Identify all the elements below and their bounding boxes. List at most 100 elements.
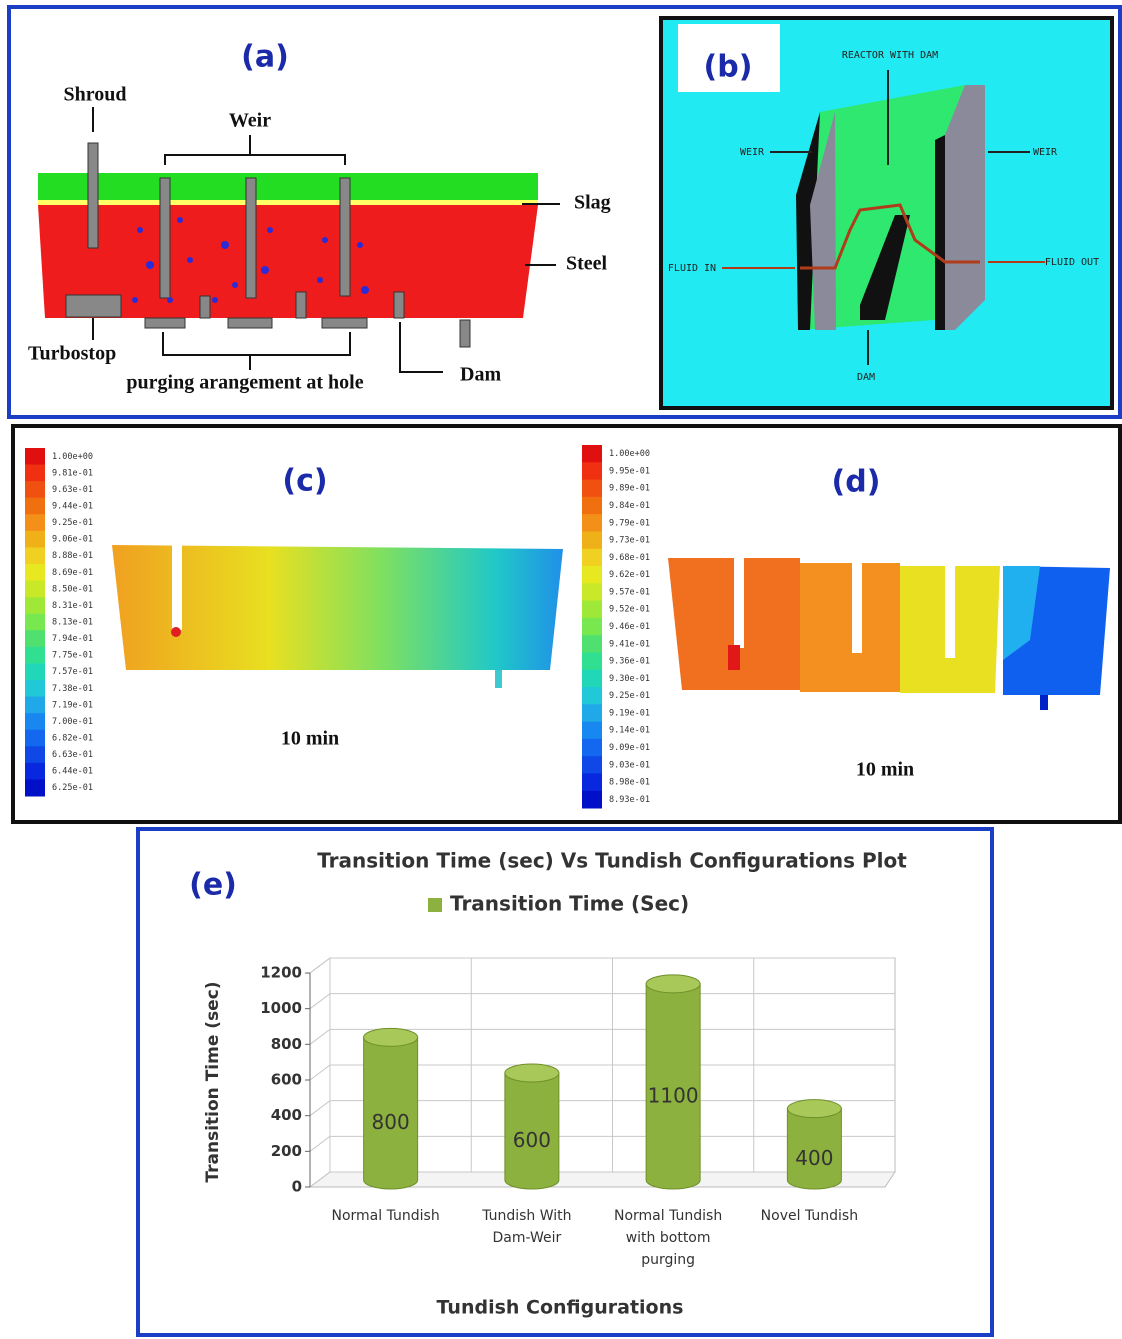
colorbar-label: 9.79e-01 xyxy=(609,518,650,528)
colorbar-swatch xyxy=(25,481,45,498)
colorbar-swatch xyxy=(25,498,45,515)
colorbar-label: 9.89e-01 xyxy=(609,484,650,494)
colorbar-swatch xyxy=(25,630,45,647)
colorbar-label: 9.68e-01 xyxy=(609,553,650,563)
label: FLUID IN xyxy=(668,263,716,274)
colorbar-label: 6.63e-01 xyxy=(52,750,93,760)
colorbar-label: 8.69e-01 xyxy=(52,568,93,578)
hot-spot xyxy=(171,627,181,637)
colorbar-swatch xyxy=(25,448,45,465)
data-label: 1100 xyxy=(648,1083,699,1107)
colorbar-label: 9.14e-01 xyxy=(609,726,650,736)
panel-label: (a) xyxy=(241,40,289,75)
colorbar-label: 6.25e-01 xyxy=(52,783,93,793)
label: REACTOR WITH DAM xyxy=(842,50,938,61)
bar-top xyxy=(505,1064,559,1082)
time-label: 10 min xyxy=(856,759,914,781)
label: DAM xyxy=(857,372,875,383)
colorbar-label: 6.44e-01 xyxy=(52,767,93,777)
colorbar-swatch xyxy=(582,480,602,498)
figure: (a) Shroud Weir Slag Steel Turbostop pur… xyxy=(0,0,1122,1339)
panel-label: (b) xyxy=(704,50,753,85)
weir xyxy=(246,178,256,298)
x-tick-label: Tundish With Dam-Weir xyxy=(467,1205,587,1249)
colorbar-label: 8.88e-01 xyxy=(52,551,93,561)
colorbar-label: 9.03e-01 xyxy=(609,760,650,770)
colorbar-swatch xyxy=(582,773,602,791)
colorbar-swatch xyxy=(582,531,602,549)
colorbar-swatch xyxy=(25,564,45,581)
colorbar-swatch xyxy=(25,779,45,796)
colorbar-swatch xyxy=(582,601,602,619)
colorbar-label: 9.95e-01 xyxy=(609,466,650,476)
y-tick-label: 1200 xyxy=(260,964,302,982)
colorbar-swatch xyxy=(25,581,45,598)
colorbar-swatch xyxy=(25,514,45,531)
dam xyxy=(296,292,306,318)
purging-plug xyxy=(145,318,185,328)
y-tick-label: 200 xyxy=(271,1142,302,1160)
x-tick-label: Novel Tundish xyxy=(749,1205,869,1227)
colorbar-swatch xyxy=(582,514,602,532)
colorbar-swatch xyxy=(582,670,602,688)
y-tick-label: 800 xyxy=(271,1035,302,1053)
colorbar-label: 7.19e-01 xyxy=(52,700,93,710)
colorbar-swatch xyxy=(25,614,45,631)
colorbar-label: 9.52e-01 xyxy=(609,605,650,615)
bar-top xyxy=(364,1028,418,1046)
colorbar-label: 8.13e-01 xyxy=(52,618,93,628)
colorbar-swatch xyxy=(582,739,602,757)
label: FLUID OUT xyxy=(1045,257,1099,268)
colorbar-swatch xyxy=(25,680,45,697)
label: Weir xyxy=(229,110,271,132)
colorbar-swatch xyxy=(582,791,602,809)
slag-interface xyxy=(38,200,538,205)
outlet xyxy=(495,670,502,688)
label: Dam xyxy=(460,364,501,386)
label: Steel xyxy=(566,253,608,275)
purging-plug xyxy=(322,318,367,328)
colorbar-label: 9.06e-01 xyxy=(52,535,93,545)
x-tick-label: Normal Tundish xyxy=(326,1205,446,1227)
colorbar-label: 9.44e-01 xyxy=(52,502,93,512)
colorbar-label: 8.31e-01 xyxy=(52,601,93,611)
colorbar-label: 7.57e-01 xyxy=(52,667,93,677)
colorbar-label: 9.46e-01 xyxy=(609,622,650,632)
colorbar-label: 9.25e-01 xyxy=(609,691,650,701)
weir xyxy=(340,178,350,296)
colorbar-label: 9.63e-01 xyxy=(52,485,93,495)
colorbar-label: 7.75e-01 xyxy=(52,651,93,661)
colorbar-label: 7.94e-01 xyxy=(52,634,93,644)
weir-wall xyxy=(945,85,985,330)
colorbar-swatch xyxy=(582,704,602,722)
colorbar-swatch xyxy=(25,647,45,664)
shroud xyxy=(172,545,182,630)
colorbar-swatch xyxy=(582,756,602,774)
colorbar-swatch xyxy=(25,597,45,614)
y-tick-label: 0 xyxy=(292,1178,302,1196)
legend-swatch xyxy=(428,898,442,912)
colorbar-label: 7.38e-01 xyxy=(52,684,93,694)
colorbar-swatch xyxy=(582,687,602,705)
colorbar-label: 7.00e-01 xyxy=(52,717,93,727)
purging-plug xyxy=(228,318,272,328)
colorbar-swatch xyxy=(582,549,602,567)
x-axis-label: Tundish Configurations xyxy=(437,1297,684,1319)
panel-label: (c) xyxy=(282,464,327,499)
colorbar-swatch xyxy=(25,531,45,548)
shroud xyxy=(88,143,98,248)
colorbar-label: 1.00e+00 xyxy=(52,452,93,462)
dam xyxy=(460,320,470,347)
colorbar-swatch xyxy=(582,618,602,636)
data-label: 400 xyxy=(795,1146,833,1170)
colorbar-label: 8.50e-01 xyxy=(52,584,93,594)
colorbar-swatch xyxy=(25,663,45,680)
time-label: 10 min xyxy=(281,728,339,750)
panel-label: (d) xyxy=(832,465,881,500)
label: Slag xyxy=(574,192,611,214)
data-label: 600 xyxy=(513,1128,551,1152)
colorbar-swatch xyxy=(25,547,45,564)
x-tick-label: Normal Tundish with bottom purging xyxy=(608,1205,728,1271)
y-tick-label: 600 xyxy=(271,1071,302,1089)
label: purging arangement at hole xyxy=(126,372,363,394)
